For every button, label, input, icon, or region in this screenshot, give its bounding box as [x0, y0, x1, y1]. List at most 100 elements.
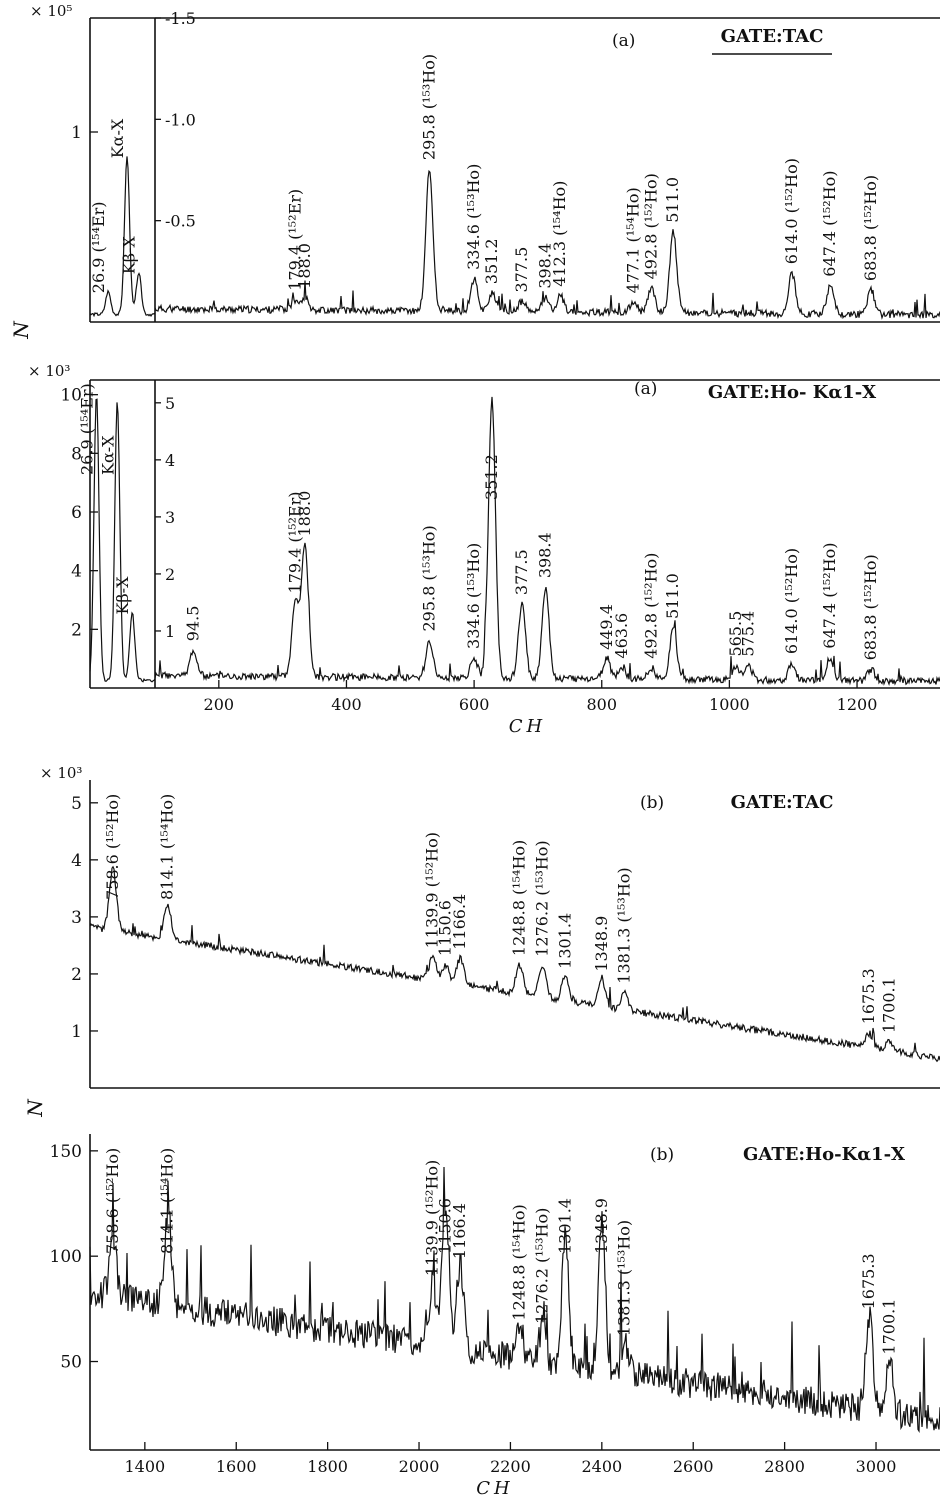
- panel-tag: (a): [612, 31, 635, 51]
- inset-spectrum-trace: [89, 398, 156, 683]
- peak-label: 1276.2 (¹⁵³Ho): [532, 840, 551, 956]
- inset-spectrum-trace: [89, 156, 156, 318]
- inset-y-tick-label: -1.5: [165, 9, 196, 28]
- peak-label: 1700.1: [880, 1299, 899, 1355]
- y-tick-label: 8: [71, 444, 82, 464]
- y-axis-label: N: [9, 320, 33, 340]
- gate-label: GATE:Ho-Kα1-X: [743, 1144, 905, 1165]
- y-tick-label: 4: [71, 562, 82, 582]
- peak-label: 1348.9: [592, 916, 611, 972]
- panel-b-gate-tac: 1 2 3 4 5 × 10³ N 758.6 (¹⁵²Ho) 814.1 (¹⁵⁴Ho) 113…: [23, 764, 940, 1118]
- peak-label: 449.4: [597, 604, 616, 650]
- peak-label: 334.6 (¹⁵³Ho): [464, 543, 483, 649]
- y-tick-label: 10: [60, 386, 82, 406]
- inset-y-tick-label: -1.0: [165, 110, 196, 129]
- peak-label: 94.5: [183, 606, 202, 642]
- panel-tag: (b): [650, 1145, 674, 1165]
- inset-y-tick-label: 1: [165, 622, 175, 641]
- x-tick-label: 3000: [856, 1457, 897, 1476]
- peak-label: 334.6 (¹⁵³Ho): [464, 164, 483, 270]
- y-tick-label: 3: [71, 908, 82, 928]
- y-tick-label: 50: [60, 1353, 82, 1373]
- peak-label: 647.4 (¹⁵²Ho): [820, 170, 839, 276]
- inset-y-tick-label: -0.5: [165, 212, 196, 231]
- peak-label: 758.6 (¹⁵²Ho): [103, 794, 122, 900]
- peak-label: 1276.2 (¹⁵³Ho): [532, 1208, 551, 1324]
- peak-label: 412.3 (¹⁵⁴Ho): [550, 181, 569, 287]
- panel-tag: (b): [640, 793, 664, 813]
- x-tick-label: 1800: [307, 1457, 348, 1476]
- x-tick-label: 1600: [216, 1457, 257, 1476]
- peak-label: 398.4: [536, 532, 555, 578]
- peak-label: 351.2: [482, 454, 501, 500]
- x-tick-label: 2200: [490, 1457, 531, 1476]
- peak-label: 1248.8 (¹⁵⁴Ho): [510, 1204, 529, 1320]
- x-tick-label: 2800: [764, 1457, 805, 1476]
- peak-label: 188.0: [295, 243, 314, 289]
- peak-label: 1381.3 (¹⁵³Ho): [615, 1220, 634, 1336]
- peak-label: 188.0: [295, 491, 314, 537]
- inset-y-tick-label: 3: [165, 508, 175, 527]
- x-tick-label: 1000: [709, 695, 750, 714]
- inset-peak-label: Kα-X: [98, 435, 117, 475]
- peak-label: 1150.6: [436, 1198, 455, 1254]
- y-tick-label: 1: [71, 123, 82, 143]
- inset-peak-label: Kβ-X: [113, 576, 132, 615]
- peak-label: 1139.9 (¹⁵²Ho): [423, 832, 442, 948]
- peak-label: 1166.4: [450, 1203, 469, 1259]
- inset-peak-label: Kα-X: [108, 118, 127, 158]
- peak-label: 377.5: [512, 247, 531, 293]
- peak-label: 377.5: [512, 549, 531, 595]
- peak-label: 814.1 (¹⁵⁴Ho): [158, 1148, 177, 1254]
- y-tick-label: 2: [71, 965, 82, 985]
- y-tick-label: 1: [71, 1022, 82, 1042]
- peak-label: 683.8 (¹⁵²Ho): [861, 175, 880, 281]
- peak-label: 492.8 (¹⁵²Ho): [642, 173, 661, 279]
- peak-label: 1675.3: [859, 968, 878, 1024]
- x-axis-label: CH: [509, 716, 546, 737]
- peak-label: 492.8 (¹⁵²Ho): [642, 553, 661, 659]
- x-tick-label: 2000: [399, 1457, 440, 1476]
- peak-label: 614.0 (¹⁵²Ho): [782, 158, 801, 264]
- peak-label: 683.8 (¹⁵²Ho): [861, 554, 880, 660]
- inset-y-tick-label: 2: [165, 565, 175, 584]
- peak-label: 1301.4: [555, 913, 574, 969]
- gate-label: GATE:Ho- Kα1-X: [708, 382, 876, 403]
- peak-label: 814.1 (¹⁵⁴Ho): [158, 794, 177, 900]
- peak-label: 1700.1: [880, 977, 899, 1033]
- spectrum-trace: [89, 1166, 940, 1434]
- inset-y-tick-label: 5: [165, 394, 175, 413]
- x-tick-label: 2600: [673, 1457, 714, 1476]
- y-tick-label: 100: [50, 1247, 82, 1267]
- peak-label: 575.4: [739, 611, 758, 657]
- panel-tag: (a): [634, 379, 657, 399]
- panel-b-gate-ho-ka1-x: 50 100 150 758.6 (¹⁵²Ho) 814.1 (¹⁵⁴Ho) 1139.9…: [50, 1134, 940, 1499]
- y-tick-label: 4: [71, 851, 82, 871]
- y-tick-label: 150: [50, 1142, 82, 1162]
- peak-label: 463.6: [612, 613, 631, 659]
- peak-label: 1139.9 (¹⁵²Ho): [423, 1160, 442, 1276]
- peak-label: 295.8 (¹⁵³Ho): [419, 525, 438, 631]
- x-axis-label: CH: [476, 1478, 513, 1499]
- x-tick-label: 600: [459, 695, 490, 714]
- peak-label: 477.1 (¹⁵⁴Ho): [624, 187, 643, 293]
- peak-label: 614.0 (¹⁵²Ho): [782, 548, 801, 654]
- peak-label: 179.4 (¹⁵²Er): [285, 492, 304, 594]
- peak-label: 1381.3 (¹⁵³Ho): [615, 867, 634, 983]
- peak-label: 1248.8 (¹⁵⁴Ho): [510, 840, 529, 956]
- y-axis-label: N: [23, 1098, 47, 1118]
- peak-label: 1348.9: [592, 1198, 611, 1254]
- x-tick-label: 1400: [124, 1457, 165, 1476]
- inset-y-tick-label: 4: [165, 451, 175, 470]
- x-tick-label: 800: [586, 695, 617, 714]
- x-tick-label: 400: [331, 695, 362, 714]
- gate-label: GATE:TAC: [731, 792, 834, 813]
- y-multiplier: × 10³: [28, 362, 70, 380]
- panel-a-gate-ho-ka1-x: 2 4 6 8 10 × 10³ 1 2 3 4 5 26.9 (¹⁵⁴Er) Kα-X Kβ-X 94.5…: [28, 362, 940, 737]
- y-tick-label: 2: [71, 620, 82, 640]
- peak-label: 647.4 (¹⁵²Ho): [820, 542, 839, 648]
- peak-label: 1675.3: [859, 1253, 878, 1309]
- spectrum-trace: [89, 865, 940, 1063]
